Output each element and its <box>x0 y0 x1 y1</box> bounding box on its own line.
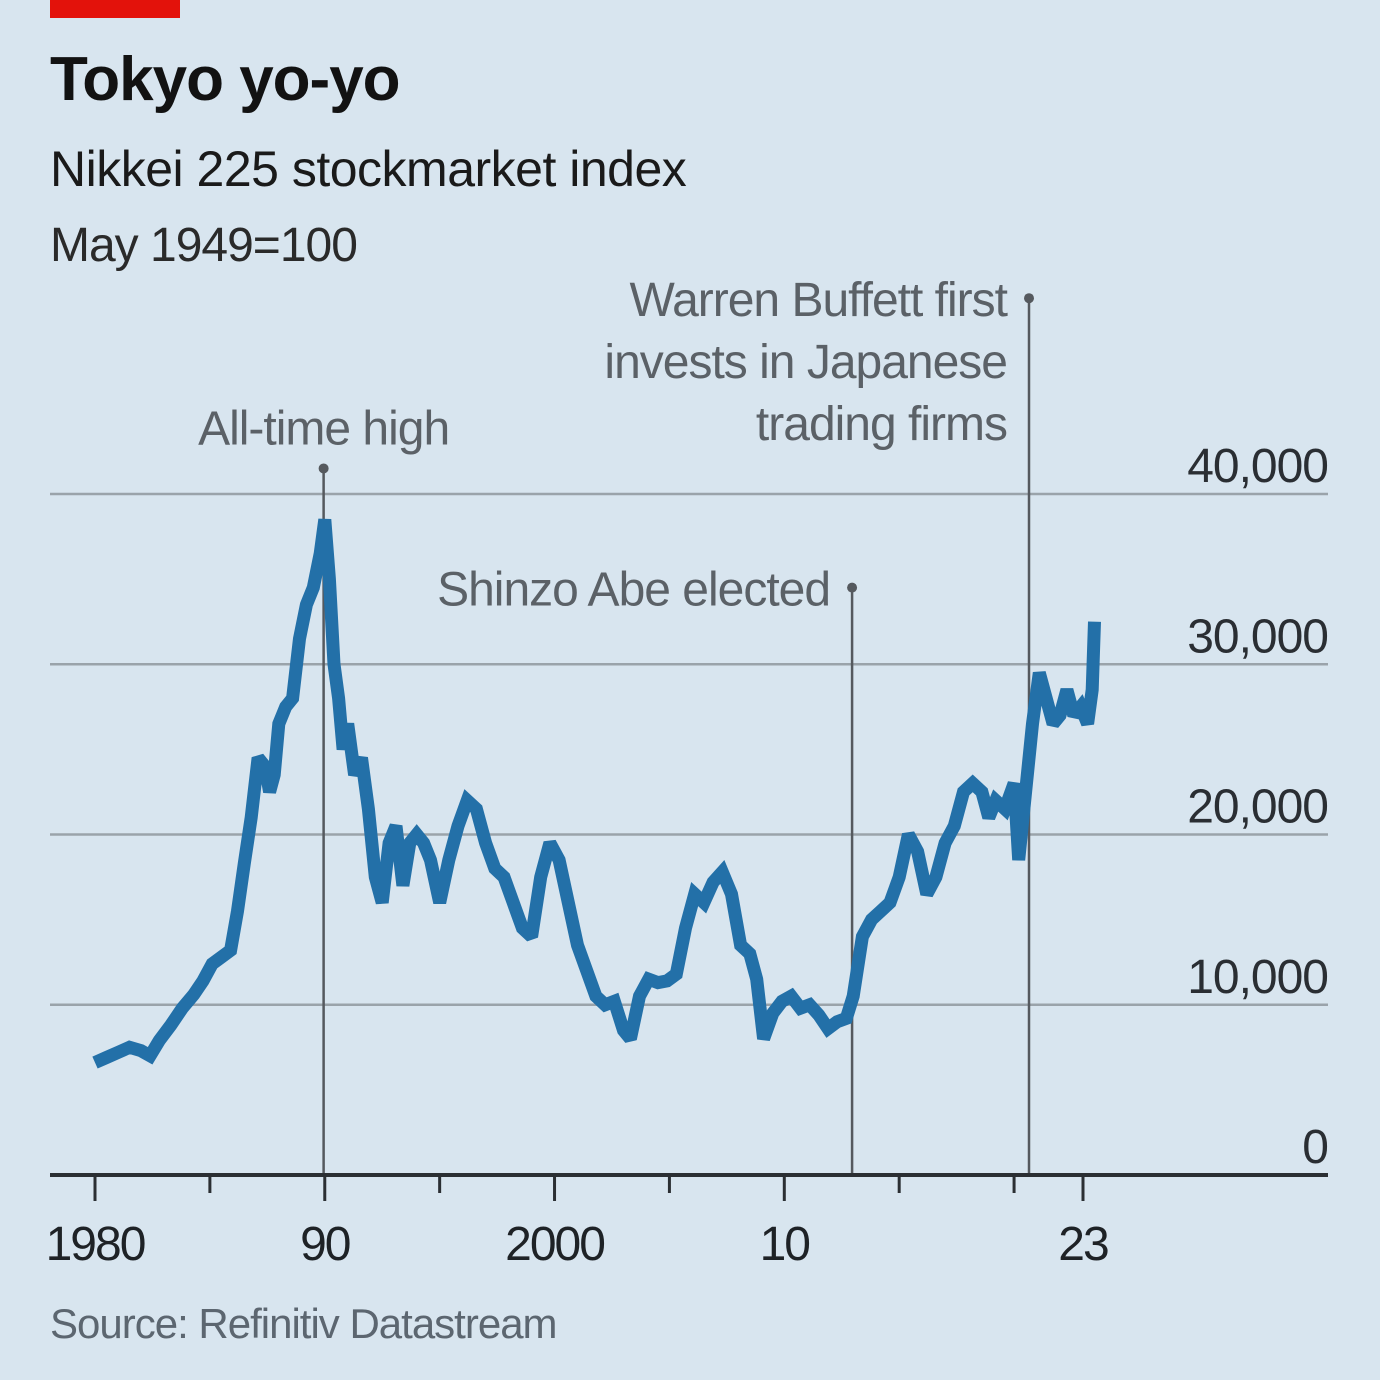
x-tick-label: 1980 <box>46 1218 145 1271</box>
y-tick-label: 20,000 <box>1187 781 1328 834</box>
source-note: Source: Refinitiv Datastream <box>50 1300 558 1347</box>
annotation-dot <box>1024 293 1035 304</box>
annotation-buffett: Warren Buffett first <box>630 274 1008 327</box>
y-tick-label: 30,000 <box>1187 610 1328 663</box>
annotation-dot <box>847 582 858 593</box>
series-line-nikkei-225 <box>92 518 1101 1069</box>
x-axis: 1980 90 2000 10 23 <box>46 1173 1328 1271</box>
annotation-dot <box>318 463 329 474</box>
series-layer <box>92 518 1101 1069</box>
annotation-buffett: trading firms <box>756 398 1007 451</box>
annotation-buffett: invests in Japanese <box>604 336 1007 389</box>
unit-note: May 1949=100 <box>50 219 358 272</box>
y-tick-label: 10,000 <box>1187 951 1328 1004</box>
y-axis: 0 10,000 20,000 30,000 40,000 <box>1187 440 1329 1174</box>
y-tick-label: 40,000 <box>1187 440 1328 493</box>
annotation-all-time-high: All-time high <box>198 402 449 455</box>
brand-tag <box>50 0 180 18</box>
y-tick-label: 0 <box>1302 1121 1328 1174</box>
chart-subtitle: Nikkei 225 stockmarket index <box>50 141 687 197</box>
chart-title: Tokyo yo-yo <box>50 45 401 114</box>
annotation-abe-elected: Shinzo Abe elected <box>437 564 830 617</box>
x-tick-label: 23 <box>1058 1218 1108 1271</box>
x-tick-label: 2000 <box>505 1218 604 1271</box>
annotations: All-time high Shinzo Abe elected Warren Bu… <box>198 274 1009 617</box>
x-tick-label: 10 <box>760 1218 810 1271</box>
gridlines <box>50 492 1328 1006</box>
x-tick-label: 90 <box>300 1218 350 1271</box>
